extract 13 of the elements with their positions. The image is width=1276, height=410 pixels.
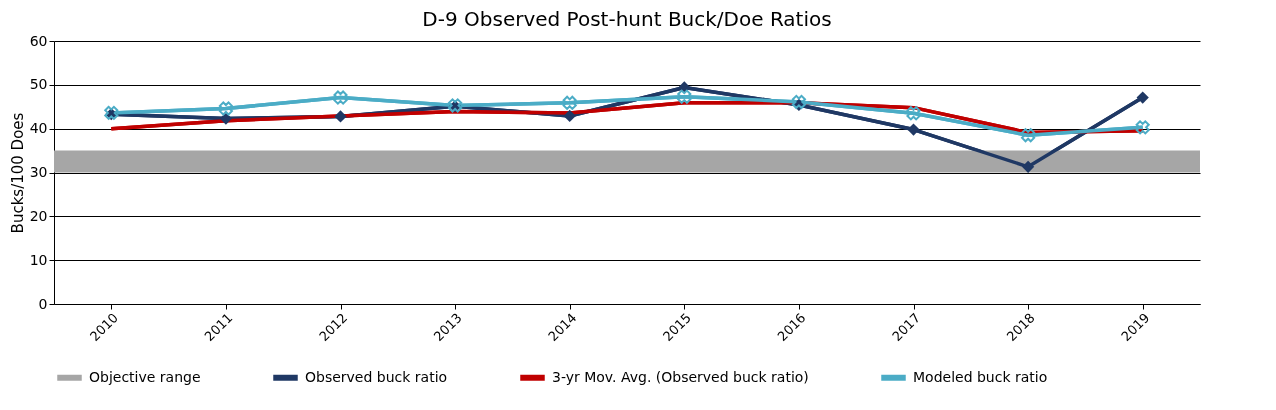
y-tick-label: 50 bbox=[29, 76, 48, 93]
legend-label: Modeled buck ratio bbox=[913, 368, 1048, 385]
y-tick-label: 10 bbox=[29, 251, 48, 268]
y-tick-label: 30 bbox=[29, 164, 48, 180]
y-tick-label: 20 bbox=[29, 207, 48, 224]
y-tick-label: 60 bbox=[29, 32, 48, 49]
y-tick-label: 0 bbox=[38, 295, 48, 312]
y-tick-label: 40 bbox=[29, 120, 48, 137]
legend-label: 3-yr Mov. Avg. (Observed buck ratio) bbox=[552, 368, 809, 385]
y-axis-title: Bucks/100 Does bbox=[8, 112, 27, 234]
legend-label: Objective range bbox=[89, 368, 201, 385]
legend-label: Observed buck ratio bbox=[305, 368, 448, 385]
chart-title: D-9 Observed Post-hunt Buck/Doe Ratios bbox=[422, 7, 832, 31]
